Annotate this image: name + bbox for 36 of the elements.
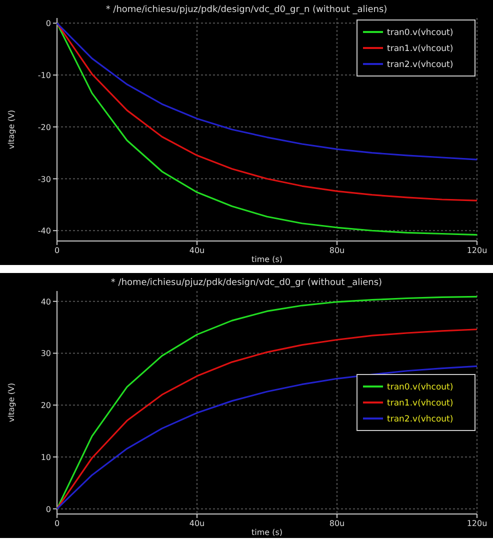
legend-label: tran0.v(vhcout): [387, 382, 454, 392]
x-axis-title: time (s): [251, 255, 283, 264]
y-tick-label: 40: [40, 297, 51, 306]
line-series: [56, 365, 478, 510]
legend-label: tran1.v(vhcout): [387, 398, 454, 408]
legend-label: tran0.v(vhcout): [387, 28, 454, 38]
x-tick-label: 40u: [189, 246, 205, 255]
x-tick-label: 80u: [329, 246, 345, 255]
y-tick-label: 10: [40, 452, 51, 462]
line-series: [56, 22, 478, 202]
y-axis-title: vltage (V): [7, 110, 16, 150]
line-series: [56, 22, 478, 160]
x-tick-label: 40u: [189, 519, 205, 528]
line-series: [56, 22, 478, 236]
chart-title: * /home/ichiesu/pjuz/pdk/design/vdc_d0_gr_n (without _aliens): [106, 5, 388, 15]
legend-label: tran2.v(vhcout): [387, 60, 454, 70]
x-tick-label: 120u: [466, 519, 488, 528]
y-tick-label: -20: [38, 122, 51, 132]
y-tick-label: -10: [38, 71, 51, 80]
x-tick-label: 0: [54, 246, 60, 255]
y-tick-label: -30: [38, 174, 51, 184]
x-tick-label: 0: [54, 519, 60, 528]
legend-label: tran1.v(vhcout): [387, 44, 454, 54]
x-tick-label: 80u: [329, 519, 345, 528]
y-axis-title: vltage (V): [7, 382, 16, 422]
line-series: [56, 328, 478, 510]
legend-label: tran2.v(vhcout): [387, 414, 454, 424]
line-series: [56, 296, 478, 510]
y-tick-label: 0: [46, 19, 51, 28]
x-axis-title: time (s): [251, 528, 283, 537]
y-tick-label: 20: [40, 401, 51, 410]
chart-title: * /home/ichiesu/pjuz/pdk/design/vdc_d0_gr (without _aliens): [110, 278, 382, 288]
x-tick-label: 120u: [466, 246, 488, 255]
y-tick-label: 30: [40, 349, 51, 358]
y-tick-label: 0: [46, 504, 51, 514]
y-tick-label: -40: [38, 226, 51, 236]
